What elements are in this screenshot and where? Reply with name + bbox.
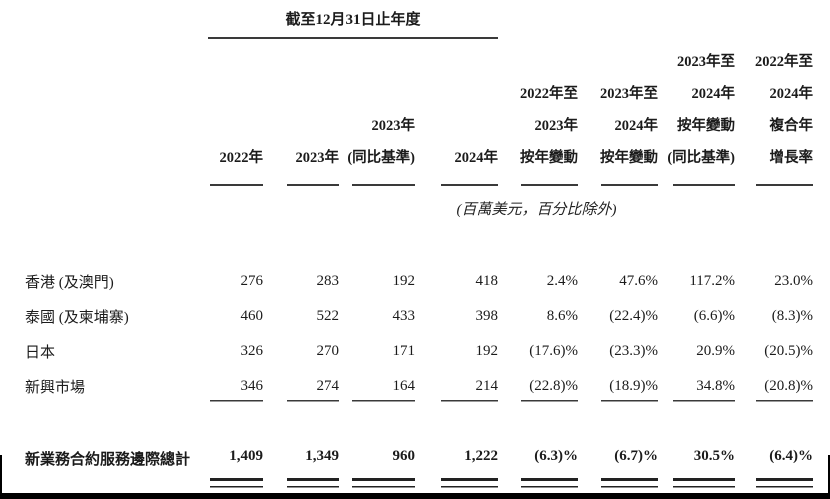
empty-cell xyxy=(18,38,208,186)
value-cell: 23.0% xyxy=(774,273,814,289)
row-label: 新興市場 xyxy=(25,380,86,396)
header-line: 2024年 xyxy=(454,150,499,166)
period-header-row: 截至12月31日止年度 xyxy=(18,8,813,39)
total-value-cell: (6.7)% xyxy=(578,442,659,492)
value-cell: 326 xyxy=(240,343,264,359)
value-cell: 276 xyxy=(240,273,264,289)
total-value-cell: 1,349 xyxy=(263,442,339,492)
header-line: 2022年至 xyxy=(755,54,814,70)
total-value-cell: 960 xyxy=(339,442,415,492)
empty-cell xyxy=(498,8,813,38)
value-cell: 117.2% xyxy=(689,273,736,289)
total-value-cell: 30.5% xyxy=(658,442,736,492)
table-row-hongkong: 香港 (及澳門) 276 283 192 418 2.4% 47.6% 117.… xyxy=(18,264,813,299)
period-header: 截至12月31日止年度 xyxy=(208,8,499,39)
value-cell: 164 xyxy=(339,369,415,404)
column-header-cagr: 2022年至 2024年 複合年 增長率 xyxy=(735,38,814,186)
table-row-thailand: 泰國 (及柬埔寨) 460 522 433 398 8.6% (22.4)% (… xyxy=(18,299,813,334)
column-header-yoy-2023-2024: 2023年至 2024年 按年變動 xyxy=(578,38,659,186)
header-line: 2022年 xyxy=(219,150,264,166)
value-cell: 192 xyxy=(475,343,499,359)
column-header-2022: 2022年 xyxy=(208,38,263,186)
value-cell: 283 xyxy=(316,273,340,289)
value-cell: 8.6% xyxy=(546,308,579,324)
header-line: 2023年 xyxy=(371,118,416,134)
value-cell: 418 xyxy=(475,273,499,289)
value-cell: 274 xyxy=(263,369,339,404)
value-cell: 460 xyxy=(240,308,264,324)
header-line: 按年變動 xyxy=(600,150,659,166)
column-header-2023-like-basis: 2023年 (同比基準) xyxy=(339,38,415,186)
column-header-2023: 2023年 xyxy=(263,38,339,186)
header-line: 按年變動 xyxy=(677,118,736,134)
header-line: 2024年 xyxy=(769,86,814,102)
unit-note: (百萬美元，百分比除外) xyxy=(456,202,617,218)
table-row-emerging-markets: 新興市場 346 274 164 214 (22.8)% (18.9)% 34.… xyxy=(18,369,814,404)
value-cell: 2.4% xyxy=(546,273,579,289)
row-label: 泰國 (及柬埔寨) xyxy=(25,310,129,326)
empty-cell xyxy=(18,186,415,236)
table-row-japan: 日本 326 270 171 192 (17.6)% (23.3)% 20.9%… xyxy=(18,334,813,369)
value-cell: 214 xyxy=(415,369,499,404)
empty-cell xyxy=(658,186,813,236)
header-line: 增長率 xyxy=(769,150,814,166)
column-header-yoy-2022-2023: 2022年至 2023年 按年變動 xyxy=(498,38,579,186)
value-cell: 522 xyxy=(316,308,340,324)
header-line: (同比基準) xyxy=(347,150,415,166)
header-line: 2023年 xyxy=(295,150,340,166)
header-line: (同比基準) xyxy=(667,150,736,166)
spacer-row xyxy=(18,236,813,264)
row-label: 日本 xyxy=(25,345,56,361)
value-cell: 433 xyxy=(392,308,416,324)
value-cell: (23.3)% xyxy=(609,343,659,359)
empty-cell xyxy=(18,8,208,38)
value-cell: 20.9% xyxy=(696,343,736,359)
value-cell: (8.3)% xyxy=(771,308,814,324)
value-cell: (20.5)% xyxy=(764,343,814,359)
value-cell: (22.4)% xyxy=(609,308,659,324)
total-value-cell: 1,409 xyxy=(208,442,263,492)
column-header-yoy-like-basis: 2023年至 2024年 按年變動 (同比基準) xyxy=(658,38,736,186)
table-row-total: 新業務合約服務邊際總計 1,409 1,349 960 1,222 (6.3)%… xyxy=(18,442,814,492)
page-bottom-edge xyxy=(0,493,830,499)
column-header-2024: 2024年 xyxy=(415,38,499,186)
value-cell: 192 xyxy=(392,273,416,289)
total-value-cell: (6.4)% xyxy=(735,442,814,492)
value-cell: 47.6% xyxy=(619,273,659,289)
total-row-label: 新業務合約服務邊際總計 xyxy=(25,452,191,468)
value-cell: 34.8% xyxy=(658,369,736,404)
header-line: 2023年至 xyxy=(677,54,736,70)
value-cell: (18.9)% xyxy=(578,369,659,404)
page-left-edge xyxy=(0,455,2,499)
value-cell: (17.6)% xyxy=(529,343,579,359)
column-header-row: 2022年 2023年 2023年 (同比基準) 2024年 2022年至 20… xyxy=(18,38,814,186)
page-right-edge xyxy=(828,455,830,499)
value-cell: (6.6)% xyxy=(693,308,736,324)
value-cell: 346 xyxy=(208,369,263,404)
header-line: 2024年 xyxy=(614,118,659,134)
total-value-cell: 1,222 xyxy=(415,442,499,492)
header-line: 2023年至 xyxy=(600,86,659,102)
spacer-row xyxy=(18,404,813,442)
header-line: 按年變動 xyxy=(520,150,579,166)
header-line: 2024年 xyxy=(691,86,736,102)
value-cell: 398 xyxy=(475,308,499,324)
value-cell: (20.8)% xyxy=(735,369,814,404)
header-line: 2023年 xyxy=(534,118,579,134)
header-line: 2022年至 xyxy=(520,86,579,102)
row-label: 香港 (及澳門) xyxy=(25,275,114,291)
value-cell: (22.8)% xyxy=(498,369,579,404)
value-cell: 270 xyxy=(316,343,340,359)
total-value-cell: (6.3)% xyxy=(498,442,579,492)
value-cell: 171 xyxy=(392,343,416,359)
header-line: 複合年 xyxy=(769,118,814,134)
financial-table: 截至12月31日止年度 2022年 2023年 2023年 (同比基準) 202… xyxy=(18,8,814,492)
unit-note-row: (百萬美元，百分比除外) xyxy=(18,186,813,236)
